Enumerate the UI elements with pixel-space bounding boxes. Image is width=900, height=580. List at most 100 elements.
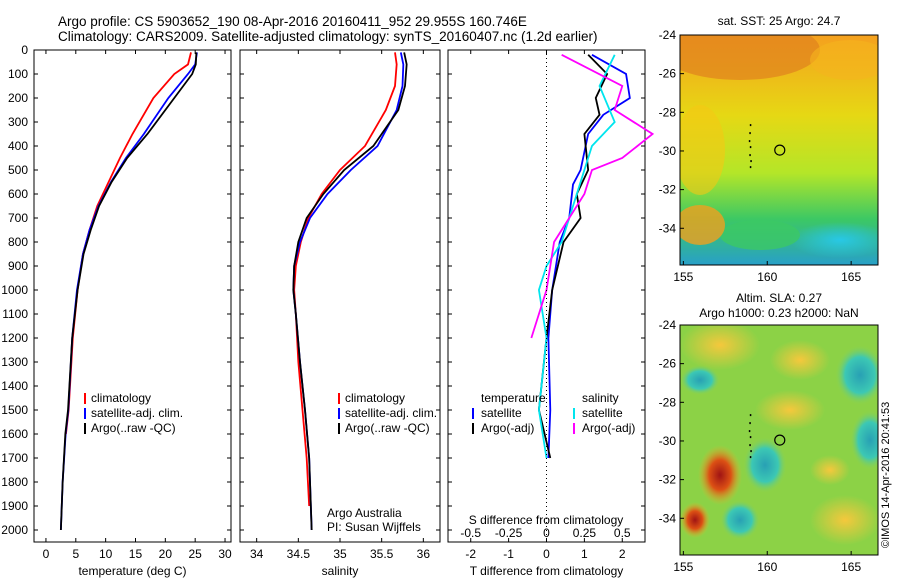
sla-map-title: Altim. SLA: 0.27 — [736, 291, 822, 305]
y-tick-label: 800 — [8, 235, 28, 249]
map-x-tick-label: 155 — [673, 270, 693, 284]
y-tick-label: 1500 — [1, 403, 28, 417]
series-line-satellite-adj--clim- — [59, 52, 198, 531]
y-tick-label: 100 — [8, 67, 28, 81]
map-y-tick-label: -26 — [659, 67, 677, 81]
map-x-tick-label: 160 — [757, 560, 777, 574]
map-x-tick-label: 165 — [841, 560, 861, 574]
top-tick-label: 0.25 — [573, 526, 597, 540]
legend-label: Argo(..raw -QC) — [91, 421, 176, 435]
track-dot — [748, 140, 751, 143]
salinity-axes — [239, 49, 441, 543]
y-tick-label: 300 — [8, 115, 28, 129]
legend-label: climatology — [91, 391, 151, 405]
x-tick-label: 5 — [72, 547, 79, 561]
legend-label: satellite — [582, 406, 623, 420]
map-y-tick-label: -32 — [659, 473, 677, 487]
track-dot — [750, 450, 752, 453]
series-line-t-argo--adj- — [538, 54, 609, 459]
map-x-tick-label: 155 — [673, 560, 693, 574]
map-y-tick-label: -34 — [659, 511, 677, 525]
map-y-tick-label: -32 — [659, 183, 677, 197]
track-dot — [749, 154, 751, 157]
track-dot — [750, 160, 752, 163]
y-tick-label: 1400 — [1, 379, 28, 393]
chart-title-line2: Climatology: CARS2009. Satellite-adjuste… — [58, 29, 598, 44]
track-dot — [749, 456, 752, 459]
x-tick-label: 36 — [417, 547, 431, 561]
map-x-tick-label: 165 — [841, 270, 861, 284]
map-y-tick-label: -30 — [659, 434, 677, 448]
legend-title: salinity — [582, 391, 619, 405]
chart-title-line1: Argo profile: CS 5903652_190 08-Apr-2016… — [58, 14, 527, 29]
argo-position-marker — [774, 144, 786, 156]
y-tick-label: 1600 — [1, 427, 28, 441]
track-dot — [749, 166, 752, 169]
legend-label: Argo(-adj) — [582, 421, 635, 435]
y-tick-label: 2000 — [1, 523, 28, 537]
y-tick-label: 400 — [8, 139, 28, 153]
top-tick-label: 0 — [543, 526, 550, 540]
track-dot — [749, 132, 751, 135]
x-tick-label: 35 — [333, 547, 347, 561]
sst-map — [679, 34, 879, 266]
y-tick-label: 1200 — [1, 331, 28, 345]
y-tick-label: 600 — [8, 187, 28, 201]
track-dot — [749, 146, 752, 149]
top-axis-label: S difference from climatology — [469, 513, 624, 527]
x-tick-label: 1 — [581, 547, 588, 561]
x-tick-label: 2 — [619, 547, 626, 561]
difference-axes — [447, 49, 646, 543]
map-y-tick-label: -28 — [659, 395, 677, 409]
x-tick-label: 35.5 — [370, 547, 394, 561]
y-tick-label: 900 — [8, 259, 28, 273]
series-line-argo---raw--qc- — [292, 52, 408, 531]
y-tick-label: 500 — [8, 163, 28, 177]
map-y-tick-label: -24 — [659, 318, 677, 332]
y-tick-label: 1300 — [1, 355, 28, 369]
y-tick-label: 0 — [21, 43, 28, 57]
track-dot — [749, 422, 751, 425]
track-dot — [748, 430, 751, 433]
map-y-tick-label: -30 — [659, 144, 677, 158]
track-dot — [749, 444, 751, 447]
y-tick-label: 700 — [8, 211, 28, 225]
y-tick-label: 1700 — [1, 451, 28, 465]
x-tick-label: 34.5 — [287, 547, 311, 561]
x-tick-label: -2 — [465, 547, 476, 561]
top-tick-label: 0.5 — [614, 526, 631, 540]
y-tick-label: 1900 — [1, 499, 28, 513]
x-tick-label: 15 — [129, 547, 143, 561]
legend-label: Argo(-adj) — [481, 421, 534, 435]
footer-org: Argo Australia — [327, 506, 402, 520]
x-tick-label: -1 — [503, 547, 514, 561]
series-line-t-satellite — [547, 54, 631, 459]
sst-map-title: sat. SST: 25 Argo: 24.7 — [718, 14, 841, 28]
legend-label: satellite — [481, 406, 522, 420]
map-y-tick-label: -26 — [659, 357, 677, 371]
top-tick-label: -0.25 — [495, 526, 523, 540]
map-y-tick-label: -24 — [659, 28, 677, 42]
track-dot — [749, 436, 752, 439]
temperature-axes — [33, 49, 232, 543]
track-dot — [749, 414, 752, 417]
footer-pi: PI: Susan Wijffels — [327, 520, 421, 534]
argo-position-marker — [774, 434, 786, 446]
x-tick-label: 34 — [250, 547, 264, 561]
legend-label: climatology — [345, 391, 405, 405]
legend-label: satellite-adj. clim. — [91, 406, 183, 420]
top-tick-label: -0.5 — [460, 526, 481, 540]
x-axis-label: T difference from climatology — [470, 564, 624, 578]
x-tick-label: 10 — [99, 547, 113, 561]
y-tick-label: 1000 — [1, 283, 28, 297]
legend-title: temperature — [481, 391, 546, 405]
copyright-stamp: ©IMOS 14-Apr-2016 20:41:53 — [880, 401, 892, 548]
x-tick-label: 0 — [543, 547, 550, 561]
track-dot — [749, 124, 752, 127]
x-tick-label: 25 — [189, 547, 203, 561]
series-line-climatology — [65, 52, 192, 435]
series-line-climatology — [293, 52, 398, 507]
map-y-tick-label: -34 — [659, 221, 677, 235]
sla-map-subtitle: Argo h1000: 0.23 h2000: NaN — [699, 306, 858, 320]
